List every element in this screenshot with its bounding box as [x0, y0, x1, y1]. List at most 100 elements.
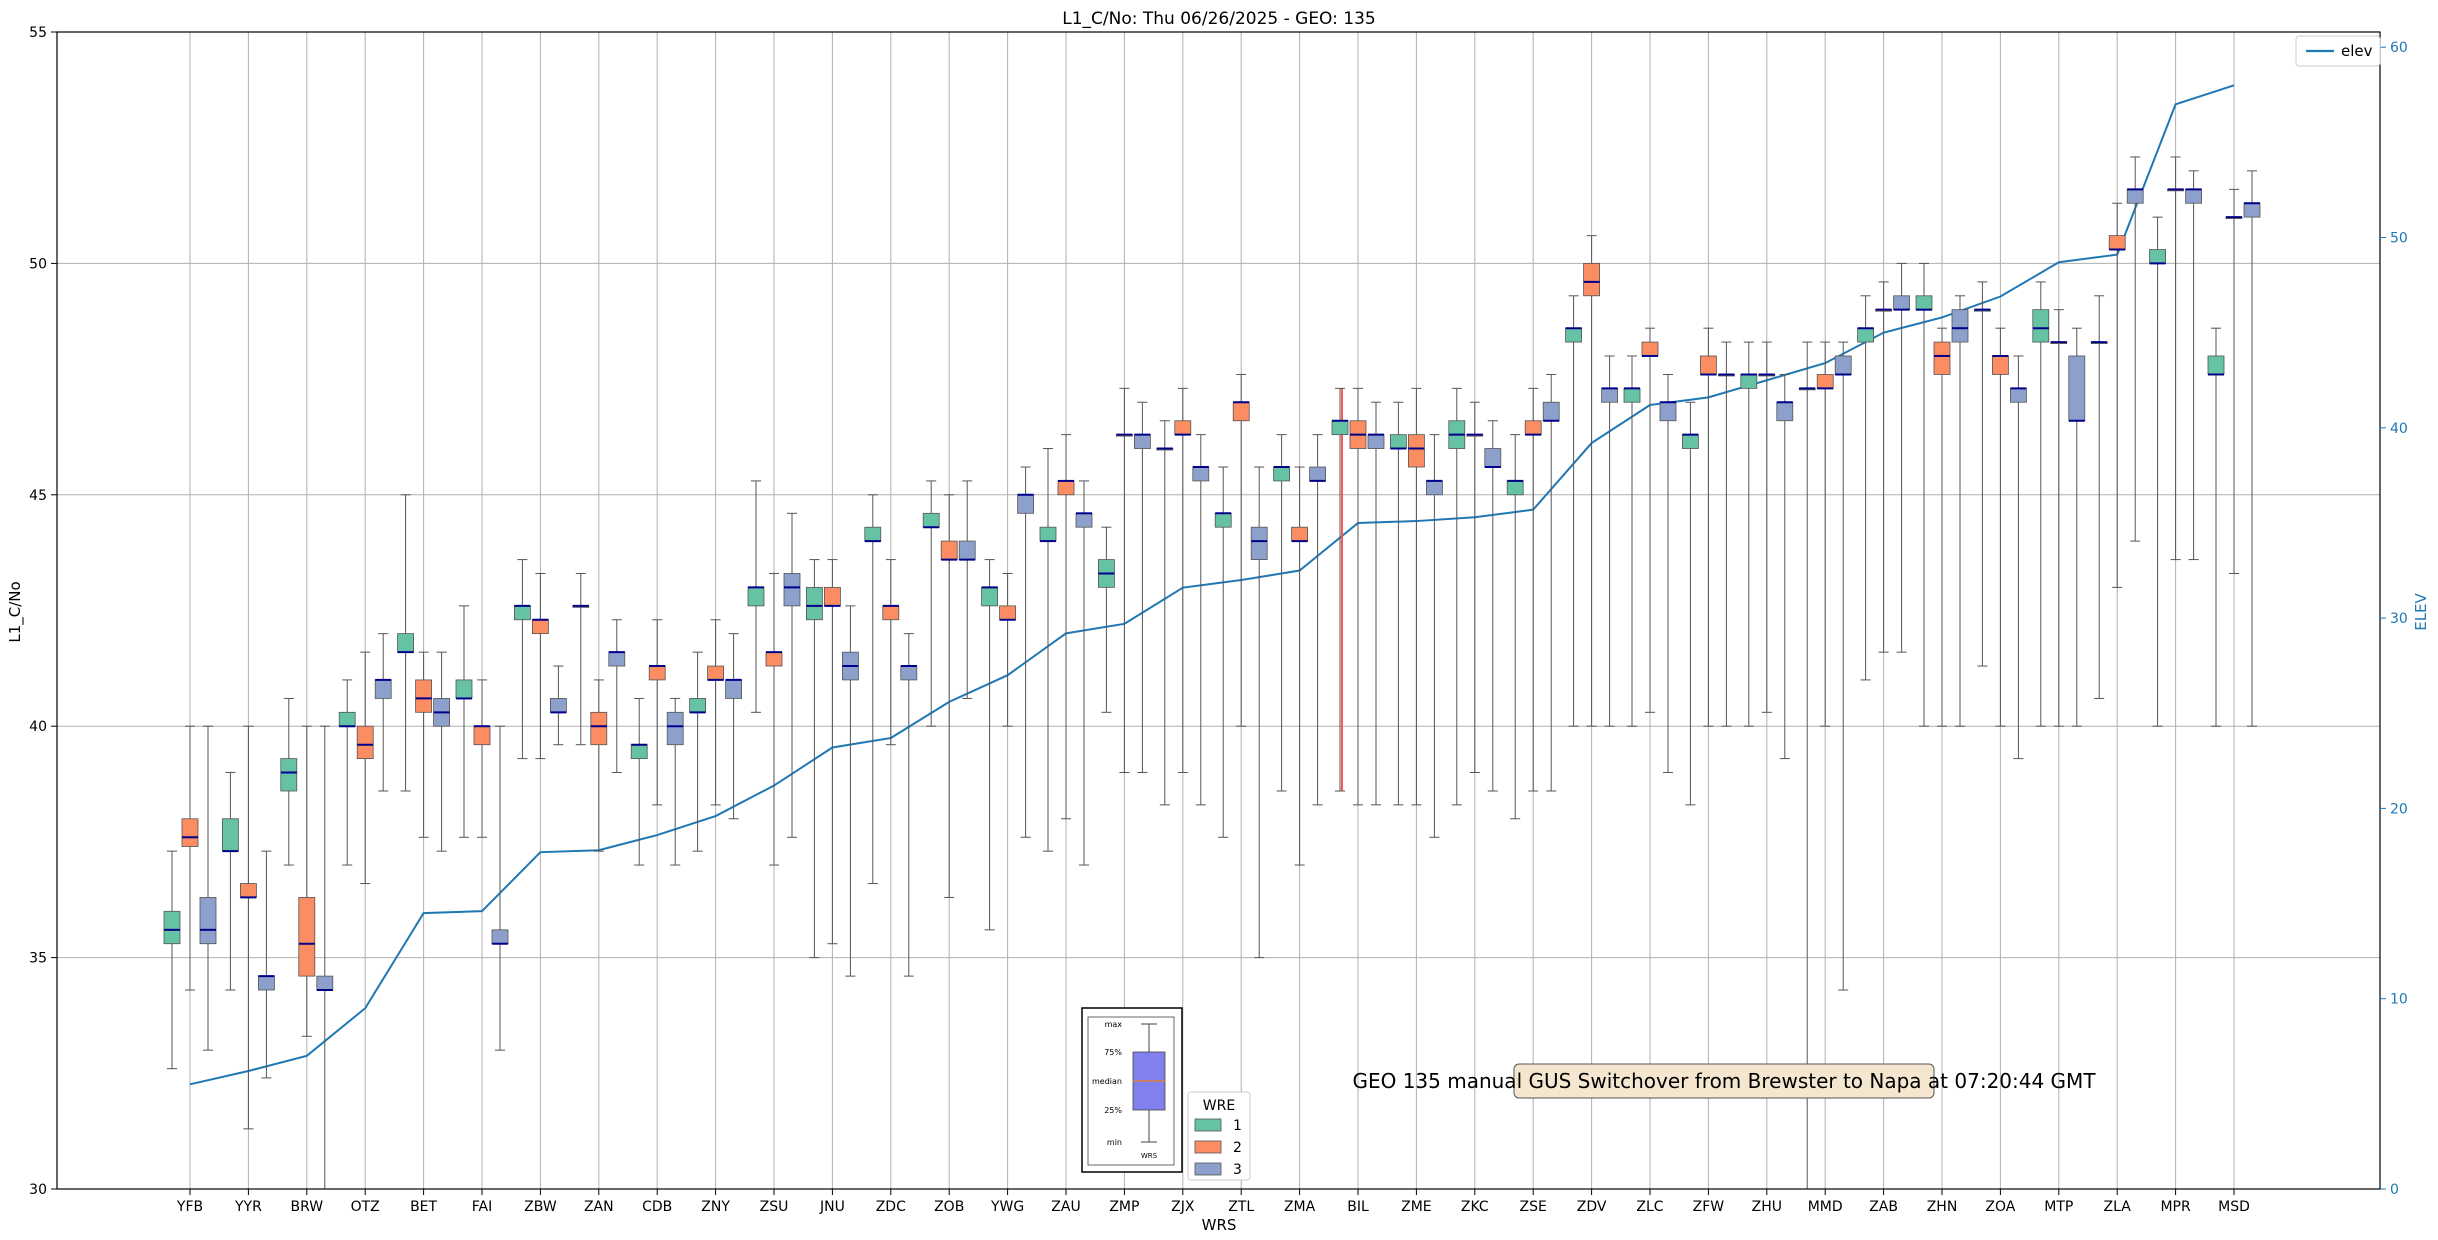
inset-label-q3: 75%: [1104, 1048, 1122, 1057]
box-ZBW-wre1: [514, 559, 531, 760]
x-tick-label: ZBW: [524, 1199, 557, 1215]
box-ZLC-wre3: [1659, 373, 1677, 773]
iqr-box: [298, 897, 316, 977]
y-tick-label: 45: [29, 488, 47, 504]
x-tick-label: BIL: [1347, 1199, 1369, 1215]
iqr-box: [1951, 309, 1969, 343]
x-tick-label: ZLA: [2104, 1199, 2132, 1215]
iqr-box: [2185, 188, 2203, 204]
box-ZOB-wre1: [922, 480, 940, 727]
inset-xlabel: WRS: [1141, 1152, 1158, 1160]
box-BET-wre2: [415, 651, 433, 838]
iqr-box: [1601, 387, 1618, 403]
box-FAI-wre1: [455, 605, 473, 838]
x-tick-label: YWG: [990, 1199, 1024, 1215]
inset-label-max: max: [1105, 1020, 1123, 1029]
iqr-box: [1740, 374, 1758, 389]
box-ZDV-wre3: [1601, 355, 1618, 727]
box-ZTL-wre1: [1214, 466, 1232, 838]
box-YWG-wre1: [981, 559, 998, 931]
box-ZHU-wre3: [1776, 373, 1794, 760]
iqr-box: [1659, 401, 1677, 422]
iqr-box: [1524, 420, 1542, 436]
box-ZOA-wre1: [1974, 281, 1991, 667]
wre-legend-swatch-1: [1194, 1118, 1222, 1132]
x-axis-label: WRS: [1202, 1216, 1237, 1234]
box-ZAU-wre3: [1075, 480, 1093, 866]
box-JNU-wre3: [842, 605, 859, 977]
box-ZHN-wre2: [1933, 327, 1951, 727]
iqr-box: [666, 711, 684, 746]
iqr-box: [1057, 480, 1075, 496]
x-tick-label: ZJX: [1171, 1199, 1195, 1215]
box-ZDV-wre2: [1583, 235, 1600, 727]
iqr-box: [239, 883, 257, 898]
iqr-box: [1542, 401, 1560, 422]
y-tick-label: 50: [29, 256, 47, 272]
box-ZME-wre3: [1426, 434, 1443, 838]
iqr-box: [1583, 262, 1600, 297]
inset-label-q1: 25%: [1104, 1106, 1122, 1115]
box-JNU-wre1: [806, 559, 823, 959]
box-ZSE-wre3: [1542, 373, 1560, 792]
iqr-box: [783, 573, 801, 607]
x-tick-label: YYR: [234, 1199, 262, 1215]
box-ZLC-wre2: [1641, 327, 1659, 713]
iqr-box: [356, 725, 374, 759]
box-MPR-wre1: [2149, 216, 2167, 727]
box-ZNY-wre2: [707, 619, 724, 806]
box-ZHU-wre2: [1758, 341, 1776, 713]
box-OTZ-wre2: [356, 651, 374, 885]
iqr-box: [1390, 434, 1407, 449]
y2-tick-label: 0: [2390, 1182, 2399, 1198]
box-BIL-wre2: [1349, 387, 1367, 806]
box-ZTL-wre3: [1250, 466, 1268, 959]
box-ZHN-wre1: [1915, 262, 1933, 727]
iqr-box: [532, 619, 549, 635]
iqr-box: [590, 711, 608, 746]
wre-legend: WRE 1 2 3: [1187, 1091, 1251, 1181]
iqr-box: [316, 975, 334, 991]
annotation-text: GEO 135 manual GUS Switchover from Brews…: [1352, 1069, 2096, 1093]
box-ZOA-wre3: [2010, 355, 2027, 760]
box-CDB-wre1: [630, 697, 648, 866]
box-ZLA-wre1: [2090, 295, 2108, 699]
iqr-box: [1893, 295, 1910, 311]
iqr-box: [1857, 327, 1874, 343]
iqr-box: [725, 679, 742, 699]
box-ZMP-wre1: [1098, 526, 1115, 713]
y-tick-label: 30: [29, 1182, 47, 1198]
box-ZNY-wre1: [689, 651, 706, 852]
x-tick-label: ZHN: [1927, 1199, 1958, 1215]
x-tick-label: BET: [410, 1199, 437, 1215]
box-BIL-wre3: [1367, 401, 1385, 806]
box-ZOA-wre2: [1992, 327, 2009, 727]
box-YFB-wre2: [181, 725, 199, 991]
box-ZFW-wre1: [1682, 401, 1699, 806]
iqr-box: [608, 651, 626, 667]
iqr-box: [397, 633, 415, 653]
plot-frame: [56, 31, 2381, 1190]
box-ZAB-wre2: [1875, 281, 1892, 653]
y2-tick-label: 20: [2390, 801, 2408, 817]
box-ZMA-wre3: [1309, 434, 1326, 806]
iqr-box: [1816, 374, 1834, 389]
iqr-box: [280, 758, 298, 792]
x-tick-label: MMD: [1808, 1199, 1843, 1215]
iqr-box: [1017, 494, 1034, 514]
x-tick-label: ZOA: [1985, 1199, 2015, 1215]
elev-legend-label: elev: [2341, 42, 2373, 60]
x-tick-label: CDB: [642, 1199, 672, 1215]
box-CDB-wre2: [648, 619, 666, 806]
iqr-box: [900, 665, 918, 681]
box-ZBW-wre3: [550, 665, 567, 746]
iqr-box: [2032, 309, 2050, 343]
wre-legend-label-3: 3: [1233, 1162, 1242, 1178]
box-ZKC-wre2: [1466, 401, 1484, 773]
iqr-box: [689, 698, 706, 713]
y2-tick-label: 30: [2390, 611, 2408, 627]
box-BRW-wre3: [316, 725, 334, 1190]
iqr-box: [707, 665, 724, 681]
iqr-box: [199, 897, 217, 945]
annotation-box: GEO 135 manual GUS Switchover from Brews…: [1352, 1063, 2096, 1099]
